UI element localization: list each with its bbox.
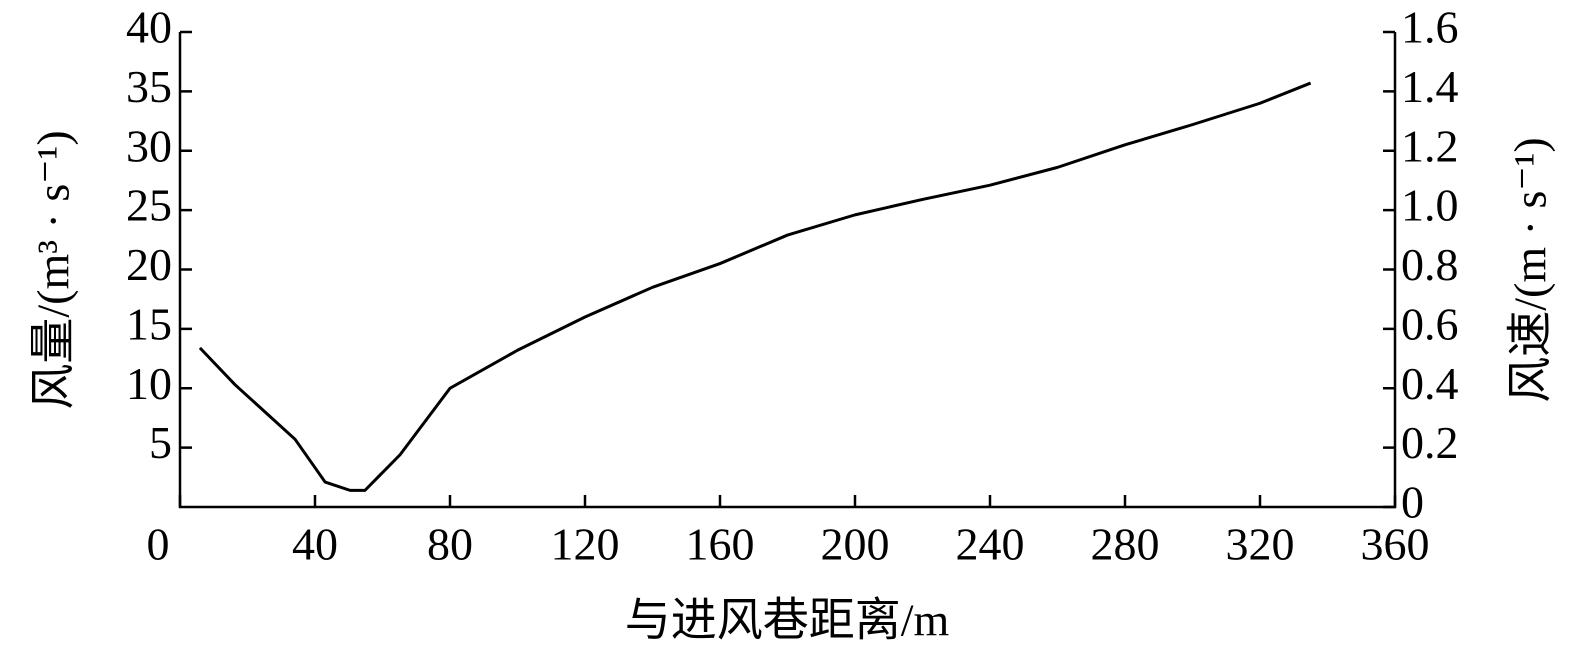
x-tick-label: 40 bbox=[292, 519, 338, 570]
y-axis-title: 风量/(m³ · s⁻¹) bbox=[28, 130, 79, 409]
x-tick-label: 320 bbox=[1226, 519, 1295, 570]
y-tick-label: 10 bbox=[126, 358, 172, 409]
x-tick-label: 80 bbox=[427, 519, 473, 570]
y2-tick-label: 1.6 bbox=[1401, 2, 1459, 53]
x-tick-label: 120 bbox=[551, 519, 620, 570]
y2-tick-label: 0.6 bbox=[1401, 298, 1459, 349]
y-tick-label: 15 bbox=[126, 298, 172, 349]
data-line bbox=[198, 81, 1312, 492]
y2-tick-label: 1.0 bbox=[1401, 180, 1459, 231]
x-tick-label: 240 bbox=[956, 519, 1025, 570]
y2-tick-label: 1.2 bbox=[1401, 120, 1459, 171]
x-axis-title: 与进风巷距离/m bbox=[625, 595, 950, 646]
y-tick-label: 20 bbox=[126, 239, 172, 290]
x-tick-label: 160 bbox=[686, 519, 755, 570]
x-tick-label: 360 bbox=[1361, 519, 1430, 570]
y-tick-label: 30 bbox=[126, 120, 172, 171]
y2-tick-label: 0.8 bbox=[1401, 239, 1459, 290]
axis-frame bbox=[178, 32, 1397, 509]
y2-axis-title: 风速/(m · s⁻¹) bbox=[1505, 137, 1556, 403]
y2-tick-label: 0.2 bbox=[1401, 417, 1459, 468]
y2-tick-label: 0 bbox=[1401, 477, 1424, 528]
y-tick-label: 35 bbox=[126, 61, 172, 112]
y2-tick-label: 0.4 bbox=[1401, 358, 1459, 409]
y-tick-label: 25 bbox=[126, 180, 172, 231]
y2-tick-label: 1.4 bbox=[1401, 61, 1459, 112]
y-tick-label: 5 bbox=[149, 417, 172, 468]
x-tick-label: 280 bbox=[1091, 519, 1160, 570]
x-tick-label: 0 bbox=[147, 519, 170, 570]
y-tick-label: 40 bbox=[126, 2, 172, 53]
x-tick-label: 200 bbox=[821, 519, 890, 570]
